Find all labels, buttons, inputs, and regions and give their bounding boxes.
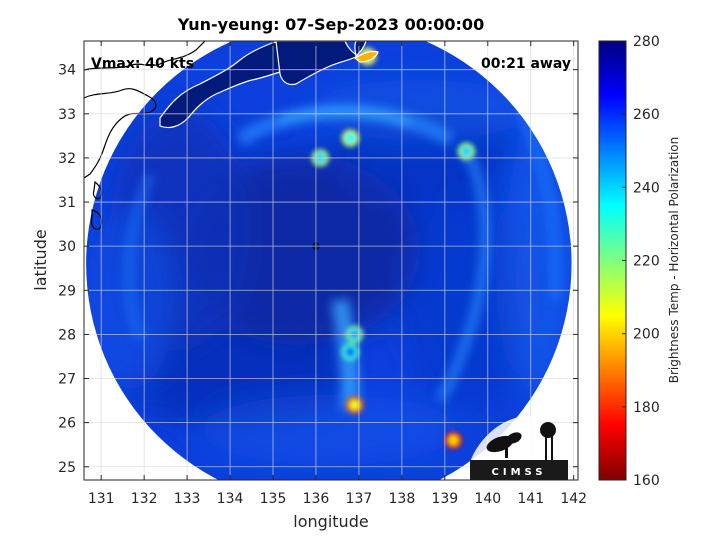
swath-texture: [86, 80, 572, 465]
colorbar-ticks: 160 180 200 220 240 260 280: [622, 34, 660, 489]
cimss-logo-text: CIMSS: [492, 467, 547, 478]
x-tick-label: 134: [217, 491, 244, 507]
cold-spot: [448, 435, 459, 446]
colorbar-tick-label: 280: [633, 34, 660, 50]
x-tick-label: 131: [88, 491, 115, 507]
y-tick-label: 34: [58, 63, 76, 79]
y-tick-label: 25: [58, 460, 76, 476]
y-tick-label: 28: [58, 327, 76, 343]
colorbar-tick-label: 240: [633, 180, 660, 196]
x-tick-label: 138: [389, 491, 416, 507]
x-axis-ticks: 131 132 133 134 135 136 137 138 139 140 141 142: [88, 41, 587, 507]
colorbar-tick-label: 200: [633, 327, 660, 343]
y-tick-label: 27: [58, 372, 76, 388]
x-tick-label: 136: [303, 491, 330, 507]
colorbar-tick-label: 220: [633, 254, 660, 270]
x-tick-label: 135: [260, 491, 287, 507]
cimss-logo: CIMSS: [470, 415, 568, 480]
x-axis-label: longitude: [293, 512, 368, 531]
time-offset-label: 00:21 away: [481, 56, 571, 72]
coastlines: [84, 41, 206, 230]
vmax-label: Vmax: 40 kts: [91, 56, 194, 72]
y-tick-label: 26: [58, 416, 76, 432]
x-tick-label: 141: [517, 491, 544, 507]
x-tick-label: 139: [431, 491, 458, 507]
chart-title: Yun-yeung: 07-Sep-2023 00:00:00: [177, 15, 484, 34]
cold-spot: [349, 399, 360, 410]
colorbar-tick-label: 160: [633, 473, 660, 489]
y-axis-ticks: 25 26 27 28 29 30 31 32 33 34: [58, 63, 578, 476]
x-tick-label: 137: [346, 491, 373, 507]
axes-frame: [83, 40, 579, 481]
y-axis-label: latitude: [31, 229, 50, 290]
x-tick-label: 132: [131, 491, 158, 507]
colorbar-label: Brightness Temp - Horizontal Polarizatio…: [667, 137, 681, 384]
cold-spot: [345, 133, 356, 144]
y-tick-label: 31: [58, 195, 76, 211]
land-japan: [159, 41, 379, 129]
grid: [84, 41, 578, 480]
y-tick-label: 29: [58, 283, 76, 299]
brightness-swath: [86, 41, 572, 480]
x-tick-label: 140: [474, 491, 501, 507]
cold-spot: [345, 347, 356, 358]
colorbar-tick-label: 180: [633, 400, 660, 416]
y-tick-label: 30: [58, 239, 76, 255]
colorbar: [598, 40, 627, 481]
x-tick-label: 133: [174, 491, 201, 507]
colorbar-tick-label: 260: [633, 107, 660, 123]
cold-spot: [461, 146, 472, 157]
y-tick-label: 32: [58, 151, 76, 167]
y-tick-label: 33: [58, 107, 76, 123]
x-tick-label: 142: [560, 491, 587, 507]
